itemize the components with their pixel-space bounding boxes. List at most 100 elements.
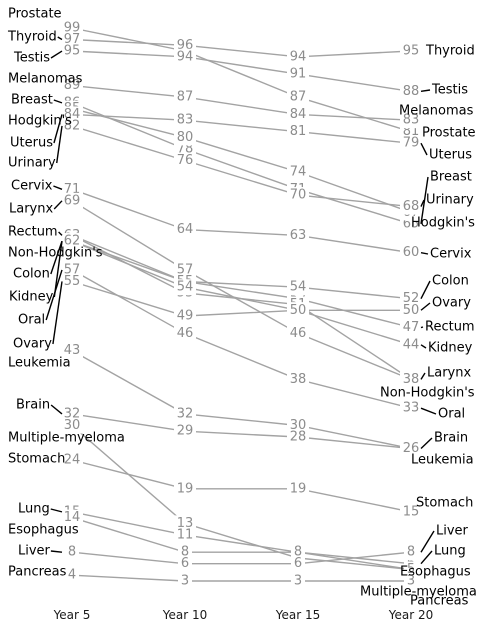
value-label-bg	[400, 440, 422, 457]
value-label-testis-year-5: 95	[64, 44, 81, 59]
left-name-label-larynx: Larynx	[9, 202, 53, 217]
series-line-leukemia	[71, 349, 412, 450]
value-label-pancreas-year-5: 4	[68, 568, 76, 583]
value-label-larynx-year-15: 46	[290, 326, 307, 341]
right-name-label-breast: Breast	[430, 170, 472, 185]
left-name-label-colon: Colon	[13, 267, 50, 282]
value-label-bg	[174, 405, 196, 422]
value-label-bg	[61, 273, 83, 290]
value-label-liver-year-10: 6	[181, 556, 189, 571]
series-line-kidney	[71, 240, 412, 346]
right-name-label-liver: Liver	[436, 524, 469, 539]
value-label-cervix-year-15: 63	[290, 228, 307, 243]
value-label-esophagus-year-10: 8	[181, 545, 189, 560]
value-label-bg	[178, 573, 192, 589]
right-leader-line-testis	[420, 89, 431, 93]
left-name-label-melanomas: Melanomas	[8, 72, 83, 87]
value-label-bg	[287, 325, 309, 342]
value-label-pancreas-year-15: 3	[294, 574, 302, 589]
right-name-label-melanomas: Melanomas	[399, 104, 474, 119]
value-label-pancreas-year-10: 3	[181, 574, 189, 589]
value-label-leukemia-year-10: 32	[177, 406, 194, 421]
right-name-label-multiple-myeloma: Multiple-myeloma	[360, 585, 477, 600]
left-name-label-oral: Oral	[18, 313, 45, 328]
value-label-ovary-year-20: 50	[403, 303, 420, 318]
left-name-label-prostate: Prostate	[8, 7, 62, 22]
value-label-melanomas-year-20: 83	[403, 113, 420, 128]
value-label-stomach-year-20: 15	[403, 504, 420, 519]
right-name-label-leukemia: Leukemia	[411, 453, 474, 468]
value-label-bg	[287, 428, 309, 445]
left-leader-line-uterus	[53, 114, 63, 144]
value-label-ovary-year-5: 55	[64, 274, 81, 289]
right-name-label-larynx: Larynx	[427, 366, 471, 381]
value-label-bg	[174, 480, 196, 497]
left-name-label-stomach: Stomach	[8, 452, 65, 467]
value-label-bg	[400, 112, 422, 129]
value-label-brain-year-20: 26	[403, 441, 420, 456]
right-name-label-pancreas: Pancreas	[410, 594, 469, 609]
value-label-bg	[287, 164, 309, 181]
left-leader-line-rectum	[58, 231, 63, 236]
series-name-labels: Prostate Thyroid Testis Melanomas Breast Hodg…	[7, 7, 477, 609]
value-label-bg	[287, 187, 309, 204]
left-name-label-liver: Liver	[18, 544, 51, 559]
value-label-melanomas-year-10: 87	[177, 90, 194, 105]
value-label-lung-year-10: 11	[177, 527, 194, 542]
value-label-bg	[61, 342, 83, 359]
value-label-larynx-year-5: 69	[64, 193, 81, 208]
left-name-label-testis: Testis	[13, 51, 50, 66]
value-label-bg	[287, 106, 309, 123]
right-name-label-rectum: Rectum	[425, 320, 475, 335]
left-name-label-brain: Brain	[16, 398, 50, 413]
value-label-bg	[400, 336, 422, 353]
series-line-liver	[71, 551, 412, 565]
series-line-non-hodgkin-s	[71, 234, 412, 380]
value-label-bg	[61, 43, 83, 60]
left-leader-line-ovary	[52, 281, 63, 345]
value-label-liver-year-5: 8	[68, 545, 76, 560]
left-name-label-thyroid: Thyroid	[7, 30, 57, 45]
value-label-brain-year-10: 29	[177, 424, 194, 439]
value-label-bg	[404, 573, 418, 589]
left-name-label-ovary: Ovary	[13, 337, 52, 352]
x-tick-year-10: Year 10	[162, 608, 208, 622]
value-label-bg	[400, 503, 422, 520]
right-name-label-ovary: Ovary	[432, 296, 471, 311]
right-name-label-non-hodgkin-s: Non-Hodgkin's	[380, 386, 475, 401]
right-name-label-kidney: Kidney	[428, 341, 473, 356]
series-line-brain	[71, 413, 412, 450]
series-line-pancreas	[71, 574, 411, 582]
value-label-bg	[61, 509, 83, 526]
value-label-urinary-year-10: 76	[177, 153, 194, 168]
value-label-bg	[61, 192, 83, 209]
right-name-label-stomach: Stomach	[416, 496, 473, 511]
left-name-label-uterus: Uterus	[10, 136, 53, 151]
value-label-testis-year-20: 88	[403, 84, 420, 99]
value-label-urinary-year-20: 68	[403, 199, 420, 214]
value-label-bg	[174, 129, 196, 146]
right-leader-line-urinary	[420, 199, 425, 207]
value-label-bg	[287, 480, 309, 497]
x-tick-year-5: Year 5	[53, 608, 91, 622]
series-line-uterus	[71, 113, 412, 144]
left-name-label-non-hodgkin-s: Non-Hodgkin's	[8, 246, 103, 261]
left-leader-line-lung	[50, 508, 63, 513]
left-leader-line-kidney	[53, 241, 63, 298]
right-leader-line-rectum	[420, 326, 424, 329]
left-name-label-hodgkin-s: Hodgkin's	[8, 114, 72, 129]
left-name-label-multiple-myeloma: Multiple-myeloma	[8, 431, 125, 446]
value-label-melanomas-year-5: 89	[64, 78, 81, 93]
value-label-kidney-year-10: 54	[177, 280, 194, 295]
value-label-bg	[65, 567, 79, 584]
right-leader-line-larynx	[420, 372, 426, 380]
series-line-oral	[71, 269, 412, 409]
value-label-bg	[287, 123, 309, 140]
value-label-stomach-year-5: 24	[64, 453, 81, 468]
right-name-label-brain: Brain	[434, 431, 468, 446]
value-label-cervix-year-10: 64	[177, 222, 194, 237]
value-label-colon-year-15: 54	[290, 280, 307, 295]
value-label-bg	[174, 221, 196, 238]
value-label-rectum-year-20: 47	[403, 320, 420, 335]
